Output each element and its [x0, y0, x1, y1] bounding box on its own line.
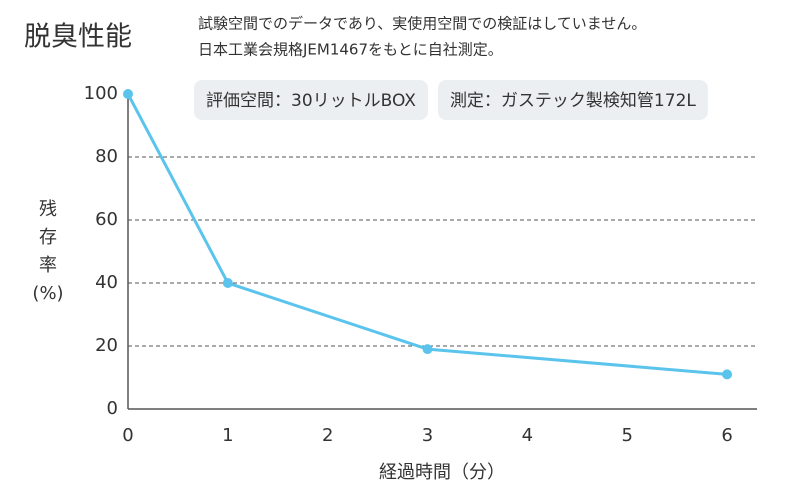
x-tick-label: 0: [122, 425, 133, 446]
data-point: [222, 278, 233, 288]
y-axis-label: 率: [39, 255, 57, 276]
chart-title: 脱臭性能: [24, 22, 132, 53]
x-tick-label: 5: [621, 425, 632, 446]
badge-box: [194, 80, 428, 120]
x-tick-label: 1: [222, 425, 233, 446]
data-line: [126, 93, 728, 376]
badge-text: 測定：ガステック製検知管172L: [450, 91, 696, 111]
x-tick-label: 3: [422, 425, 433, 446]
y-tick-label: 40: [95, 272, 118, 293]
x-tick-label: 2: [322, 425, 333, 446]
note: 日本工業会規格JEM1467をもとに自社測定。: [198, 41, 503, 59]
x-tick-label: 4: [522, 425, 533, 446]
y-tick-label: 60: [95, 209, 118, 230]
badge-box: [437, 80, 708, 120]
badge-text: 評価空間：30リットルBOX: [206, 91, 416, 111]
data-point: [123, 89, 133, 99]
y-tick-label: 100: [84, 83, 118, 104]
y-axis-label: 存: [39, 227, 57, 248]
y-tick-label: 80: [95, 146, 118, 167]
x-tick-label: 6: [721, 425, 732, 446]
y-axis-label: (%): [32, 283, 63, 304]
y-tick-label: 20: [95, 335, 118, 356]
x-axis-label: 経過時間（分）: [379, 462, 505, 483]
note: 試験空間でのデータであり、実使用空間での検証はしていません。: [198, 15, 646, 33]
y-axis-label: 残: [39, 199, 57, 220]
data-point: [422, 344, 433, 355]
y-tick-label: 0: [107, 398, 118, 419]
data-point: [722, 369, 733, 380]
